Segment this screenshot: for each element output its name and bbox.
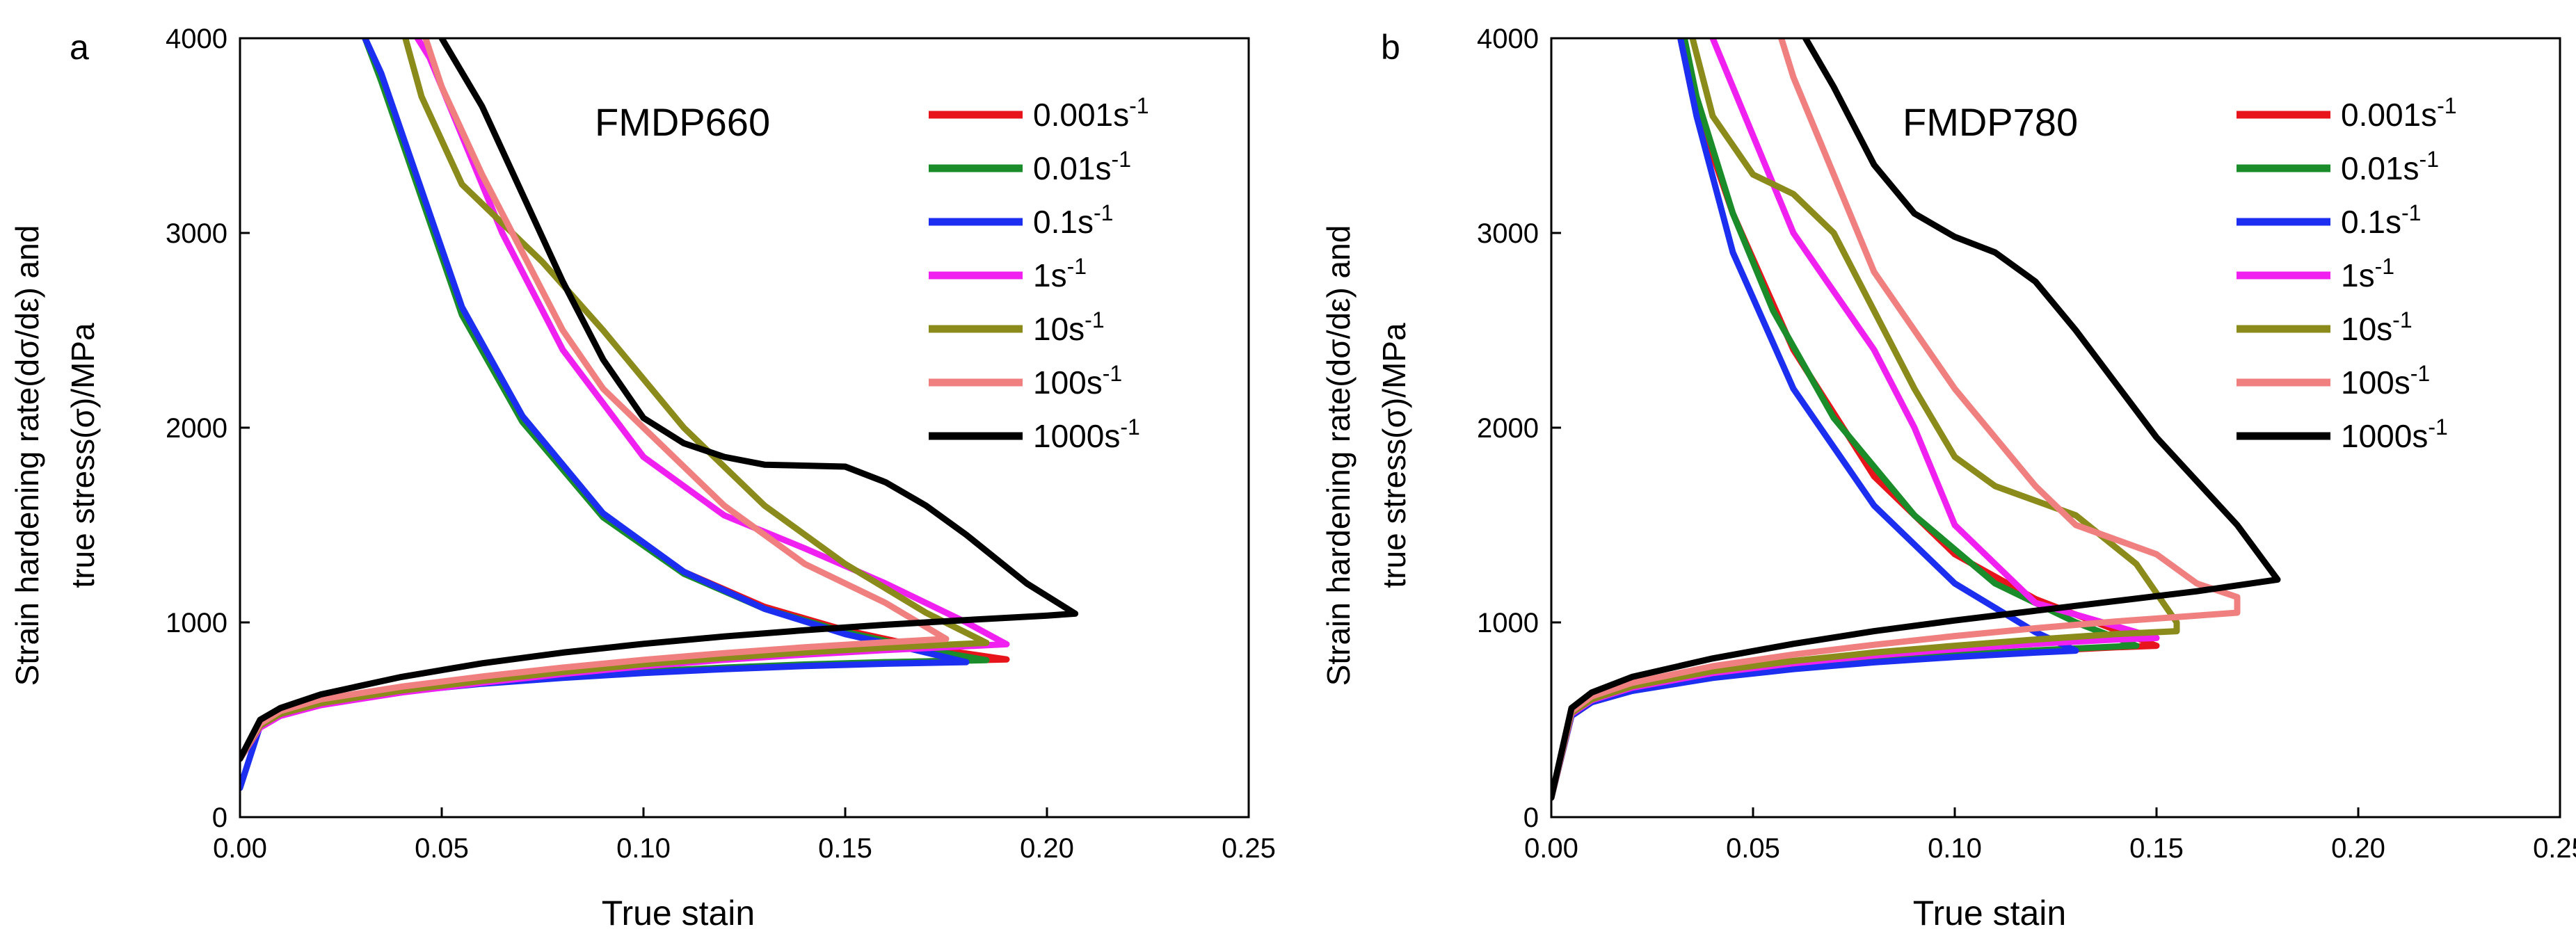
legend-label: 0.01s-1 [2341, 147, 2439, 186]
x-tick-label: 0.05 [1726, 833, 1780, 864]
x-axis-label: True stain [1913, 894, 2066, 933]
y-axis-label-line2: true stress(σ)/MPa [1376, 323, 1412, 588]
legend-label-superscript: -1 [2410, 361, 2430, 386]
legend-label-superscript: -1 [2419, 147, 2439, 172]
legend-label-superscript: -1 [1085, 307, 1104, 332]
legend-label-text: 0.001s [1033, 97, 1129, 133]
legend-label-superscript: -1 [2437, 93, 2456, 118]
legend-label-superscript: -1 [2428, 414, 2447, 440]
series-layer [240, 38, 1079, 791]
legend-label-text: 0.01s [1033, 150, 1112, 186]
panel-label: a [70, 28, 89, 67]
legend-label-text: 100s [1033, 364, 1103, 401]
series-line-1 [240, 38, 1010, 762]
y-tick-label: 3000 [166, 218, 227, 249]
y-tick-label: 1000 [1477, 608, 1539, 638]
legend-label: 10s-1 [1033, 307, 1105, 347]
x-tick-label: 0.10 [616, 833, 671, 864]
x-tick-label: 0.15 [818, 833, 872, 864]
legend-label-text: 1s [2341, 257, 2375, 293]
x-tick-label: 0.05 [415, 833, 469, 864]
legend-label: 100s-1 [1033, 361, 1122, 401]
legend-label: 0.1s-1 [1033, 200, 1113, 240]
legend-label-superscript: -1 [1112, 147, 1131, 172]
legend-label-superscript: -1 [2392, 307, 2412, 332]
legend-label-superscript: -1 [1103, 361, 1122, 386]
legend: 0.001s-10.01s-10.1s-11s-110s-1100s-11000… [929, 93, 1149, 454]
legend-label-text: 0.001s [2341, 97, 2437, 133]
legend-label: 1s-1 [1033, 254, 1087, 293]
legend-label-text: 10s [2341, 311, 2392, 347]
legend-label-superscript: -1 [1094, 200, 1113, 225]
legend-label-text: 1s [1033, 257, 1067, 293]
legend: 0.001s-10.01s-10.1s-11s-110s-1100s-11000… [2237, 93, 2457, 454]
legend-label-superscript: -1 [1067, 254, 1087, 279]
x-tick-label: 0.00 [1524, 833, 1578, 864]
series-line-10 [240, 38, 990, 762]
legend-label: 0.001s-1 [2341, 93, 2457, 133]
y-axis-label-line1: Strain hardening rate(dσ/dε) and [9, 225, 45, 686]
legend-label-text: 10s [1033, 311, 1085, 347]
legend-label-text: 0.01s [2341, 150, 2419, 186]
y-tick-label: 0 [1523, 803, 1539, 833]
legend-label: 0.1s-1 [2341, 200, 2421, 240]
series-line-1000 [240, 38, 1079, 762]
legend-label-superscript: -1 [2375, 254, 2394, 279]
series-line-0.1 [240, 38, 970, 791]
x-tick-label: 0.20 [1020, 833, 1074, 864]
legend-label: 1000s-1 [2341, 414, 2448, 454]
x-axis-label: True stain [602, 894, 755, 933]
series-layer [1551, 38, 2281, 801]
axis-ticks: 0.00 0.05 0.10 0.15 0.20 0.25 0 1000 2000 3000 400… [166, 24, 1276, 864]
legend-label-text: 0.1s [2341, 204, 2401, 240]
plot-frame [239, 37, 1250, 819]
series-line-1000 [1551, 38, 2281, 801]
legend-label: 10s-1 [2341, 307, 2413, 347]
series-line-100 [240, 38, 950, 762]
legend-label-text: 1000s [1033, 418, 1120, 454]
legend-label: 1000s-1 [1033, 414, 1140, 454]
y-tick-label: 0 [212, 803, 227, 833]
legend-label-text: 0.1s [1033, 204, 1094, 240]
y-tick-label: 1000 [166, 608, 227, 638]
panel-title: FMDP660 [595, 100, 770, 144]
legend-label: 0.01s-1 [1033, 147, 1131, 186]
panel-a: a FMDP660 True stain Strain hardening ra… [9, 24, 1276, 933]
legend-label-superscript: -1 [1129, 93, 1149, 118]
legend-label: 100s-1 [2341, 361, 2430, 401]
y-tick-label: 2000 [166, 413, 227, 444]
y-tick-label: 3000 [1477, 218, 1539, 249]
x-tick-label: 0.15 [2129, 833, 2184, 864]
legend-label-superscript: -1 [2401, 200, 2421, 225]
panel-title: FMDP780 [1903, 100, 2078, 144]
series-line-100 [1551, 38, 2241, 801]
x-tick-label: 0.25 [1222, 833, 1276, 864]
y-tick-label: 2000 [1477, 413, 1539, 444]
legend-label: 1s-1 [2341, 254, 2394, 293]
legend-label-superscript: -1 [1120, 414, 1139, 440]
y-axis-label-line2: true stress(σ)/MPa [65, 323, 101, 588]
y-tick-label: 4000 [166, 24, 227, 54]
axis-ticks: 0.00 0.05 0.10 0.15 0.20 0.25 0 1000 2000 3000 400… [1477, 24, 2576, 864]
panel-label: b [1381, 28, 1400, 67]
y-axis-label-line1: Strain hardening rate(dσ/dε) and [1320, 225, 1357, 686]
y-tick-label: 4000 [1477, 24, 1539, 54]
legend-label-text: 100s [2341, 364, 2410, 401]
plot-frame [1550, 37, 2561, 819]
legend-label: 0.001s-1 [1033, 93, 1149, 133]
x-tick-label: 0.20 [2331, 833, 2385, 864]
x-tick-label: 0.25 [2533, 833, 2576, 864]
series-line-10 [1551, 38, 2180, 801]
panel-b: b FMDP780 True stain Strain hardening ra… [1320, 24, 2576, 933]
legend-label-text: 1000s [2341, 418, 2428, 454]
x-tick-label: 0.00 [213, 833, 267, 864]
x-tick-label: 0.10 [1928, 833, 1982, 864]
